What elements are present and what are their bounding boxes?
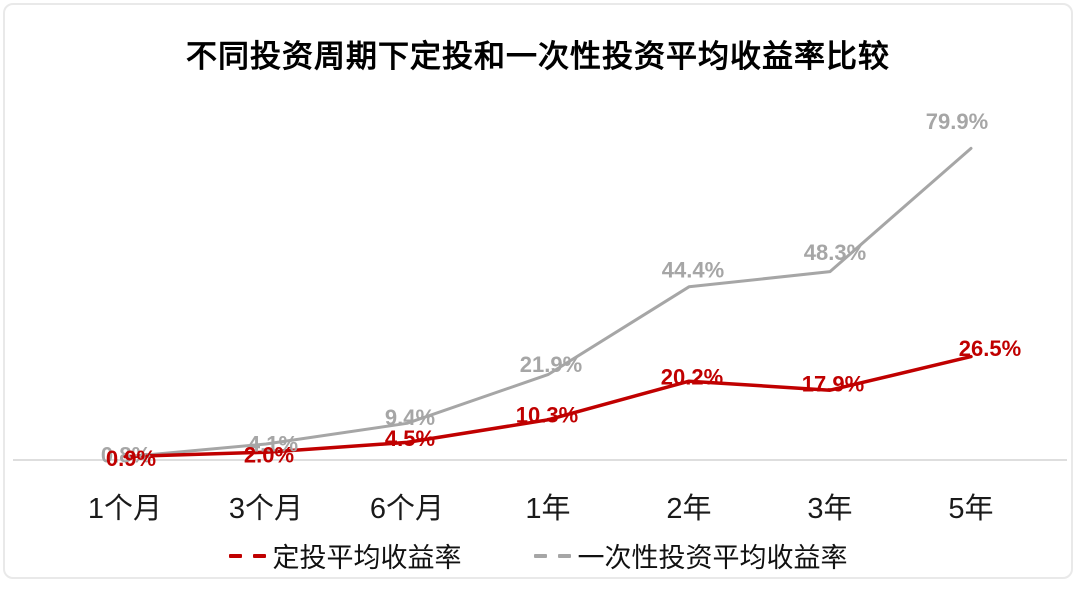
data-label-dca-1年: 10.3% [516, 402, 578, 427]
data-label-dca-3个月: 2.0% [244, 443, 294, 468]
legend-entry-dca: 定投平均收益率 [228, 536, 462, 575]
data-label-lump-sum-1个月: 0.8% [101, 442, 151, 467]
data-label-dca-3年: 17.9% [802, 372, 864, 397]
data-label-dca-5年: 26.5% [959, 336, 1021, 361]
data-label-lump-sum-2年: 44.4% [662, 257, 724, 282]
data-label-lump-sum-1年: 21.9% [520, 352, 582, 377]
data-label-lump-sum-5年: 79.9% [926, 109, 988, 134]
legend-label-lump-sum: 一次性投资平均收益率 [577, 543, 848, 573]
data-label-dca-1个月: 0.9% [106, 446, 156, 471]
data-label-lump-sum-3个月: 4.1% [248, 432, 298, 457]
chart-title: 不同投资周期下定投和一次性投资平均收益率比较 [186, 39, 890, 74]
data-label-dca-6个月: 4.5% [385, 426, 435, 451]
legend-label-dca: 定投平均收益率 [272, 543, 462, 573]
legend-entry-lump-sum: 一次性投资平均收益率 [533, 536, 848, 575]
dashed-line-icon [533, 553, 571, 558]
data-label-dca-2年: 20.2% [661, 365, 723, 390]
chart-legend: 定投平均收益率 一次性投资平均收益率 [5, 536, 1071, 575]
dashed-line-icon [228, 553, 266, 558]
series-line-lump-sum [123, 146, 973, 459]
series-line-dca [123, 354, 973, 459]
data-label-lump-sum-3年: 48.3% [804, 240, 866, 265]
chart-card: 不同投资周期下定投和一次性投资平均收益率比较 0.8% 4.1% 9.4% 21.9%… [3, 3, 1073, 579]
line-chart-plot: 0.8% 4.1% 9.4% 21.9% 44.4% 48.3% 79.9% 0.9% 2.0%… [13, 109, 1067, 471]
data-label-lump-sum-6个月: 9.4% [385, 405, 435, 430]
